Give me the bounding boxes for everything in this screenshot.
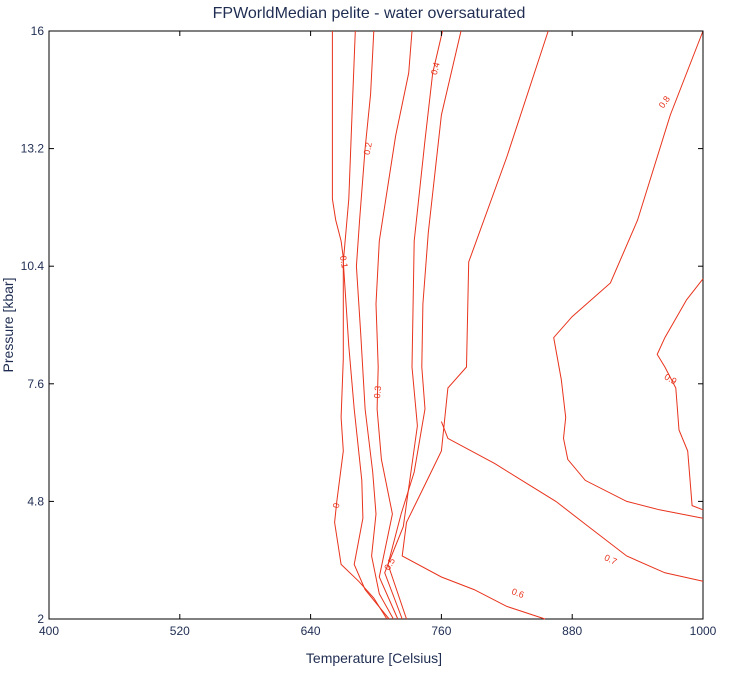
contour-label-0-7: 0.7 xyxy=(603,552,619,566)
y-tick-label: 4.8 xyxy=(27,494,44,508)
x-tick-label: 880 xyxy=(562,624,582,638)
contour-line-0-9 xyxy=(656,278,704,511)
contour-line-0-7 xyxy=(440,421,704,582)
x-tick-label: 640 xyxy=(301,624,321,638)
x-axis-label: Temperature [Celsius] xyxy=(306,650,442,666)
contour-line-0-3 xyxy=(375,30,413,620)
contour-label-0-4: 0.4 xyxy=(429,61,442,76)
plot-area xyxy=(48,30,704,620)
contour-label-0-3: 0.3 xyxy=(372,385,383,398)
x-tick-label: 400 xyxy=(39,624,59,638)
y-tick-label: 2 xyxy=(37,612,44,626)
contour-label-0: 0 xyxy=(331,502,342,509)
y-tick-label: 7.6 xyxy=(27,377,44,391)
contour-line-0-6 xyxy=(401,30,549,620)
chart-title: FPWorldMedian pelite - water oversaturat… xyxy=(213,5,526,22)
contour-lines xyxy=(331,30,704,620)
x-axis-ticks: 400 520 640 760 880 1000 xyxy=(39,31,717,638)
contour-labels: 0 0.1 0.2 0.3 0.4 0.5 0.6 0.7 0.8 0.9 xyxy=(331,61,679,600)
contour-line-0-4 xyxy=(384,30,443,620)
contour-line-0 xyxy=(331,31,388,620)
contour-line-0-8 xyxy=(553,30,704,519)
y-tick-label: 10.4 xyxy=(21,259,45,273)
contour-label-0-8: 0.8 xyxy=(657,94,672,110)
contour-line-0-1 xyxy=(342,30,390,620)
contour-line-0-2 xyxy=(355,30,394,620)
contour-label-0-2: 0.2 xyxy=(362,141,374,155)
y-tick-label: 13.2 xyxy=(21,142,45,156)
contour-label-0-6: 0.6 xyxy=(510,586,525,600)
y-tick-label: 16 xyxy=(31,24,45,38)
contour-label-0-5: 0.5 xyxy=(382,556,397,572)
contour-label-0-1: 0.1 xyxy=(338,255,350,269)
x-tick-label: 1000 xyxy=(690,624,717,638)
x-tick-label: 520 xyxy=(170,624,190,638)
y-axis-ticks: 2 4.8 7.6 10.4 13.2 16 xyxy=(21,24,703,626)
contour-label-0-9: 0.9 xyxy=(663,372,679,387)
x-tick-label: 760 xyxy=(431,624,451,638)
contour-line-0-5 xyxy=(387,30,462,620)
y-axis-label: Pressure [kbar] xyxy=(0,278,16,373)
plot-frame xyxy=(48,30,704,620)
